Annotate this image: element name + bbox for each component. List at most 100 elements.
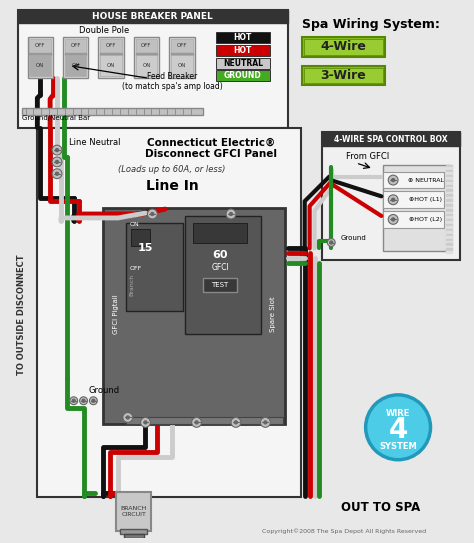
Bar <box>203 278 237 292</box>
Text: TO OUTSIDE DISCONNECT: TO OUTSIDE DISCONNECT <box>17 254 26 375</box>
Text: Connecticut Electric®: Connecticut Electric® <box>147 137 275 147</box>
Text: OUT TO SPA: OUT TO SPA <box>341 501 420 514</box>
Text: BRANCH
CIRCUIT: BRANCH CIRCUIT <box>120 507 147 517</box>
Text: Ground: Ground <box>341 235 367 241</box>
Bar <box>297 201 328 521</box>
Circle shape <box>261 418 270 427</box>
Circle shape <box>195 421 198 424</box>
Text: HOT: HOT <box>234 46 252 55</box>
Text: Line In: Line In <box>146 180 199 193</box>
Bar <box>446 243 452 247</box>
Bar <box>446 236 452 238</box>
Bar <box>116 492 151 532</box>
Text: 3-Wire: 3-Wire <box>320 69 366 82</box>
Circle shape <box>365 395 430 460</box>
Bar <box>216 71 270 81</box>
Circle shape <box>328 238 335 247</box>
Bar <box>100 53 122 55</box>
Circle shape <box>151 212 154 216</box>
Text: OFF: OFF <box>106 43 116 48</box>
Circle shape <box>90 397 97 405</box>
Bar <box>27 37 53 78</box>
Bar <box>446 180 452 182</box>
Bar <box>192 223 246 243</box>
Bar <box>136 55 157 77</box>
Circle shape <box>388 214 398 224</box>
Bar <box>126 223 183 311</box>
Text: ON: ON <box>107 63 115 68</box>
Bar <box>446 212 452 214</box>
Bar <box>446 167 452 170</box>
Text: Ground: Ground <box>89 387 119 395</box>
Bar <box>302 37 385 56</box>
Bar <box>297 520 464 523</box>
Bar <box>297 492 464 496</box>
Bar <box>446 187 452 190</box>
Bar <box>8 123 12 496</box>
Circle shape <box>264 421 267 424</box>
Bar <box>383 165 450 251</box>
Bar <box>446 214 452 217</box>
Bar <box>446 226 452 229</box>
Bar <box>383 172 444 188</box>
Circle shape <box>392 218 395 221</box>
Bar <box>383 211 444 228</box>
Circle shape <box>330 241 333 244</box>
Bar <box>446 229 452 232</box>
Bar <box>126 418 283 424</box>
Bar <box>446 233 452 237</box>
Circle shape <box>55 149 58 151</box>
Bar <box>446 209 452 212</box>
Circle shape <box>229 212 232 216</box>
Circle shape <box>80 397 88 405</box>
Bar <box>297 492 464 523</box>
Bar <box>446 248 452 251</box>
Circle shape <box>231 418 241 427</box>
Bar <box>322 132 460 260</box>
Circle shape <box>52 157 62 167</box>
Bar <box>304 67 383 83</box>
Bar <box>169 37 195 78</box>
Text: Branch: Branch <box>130 274 135 296</box>
Text: (Loads up to 60A, or less): (Loads up to 60A, or less) <box>118 165 226 174</box>
Text: HOT: HOT <box>234 33 252 42</box>
Text: OFF: OFF <box>35 43 46 48</box>
Circle shape <box>147 209 157 219</box>
Bar <box>446 219 452 222</box>
Bar <box>446 231 452 233</box>
Text: From GFCI: From GFCI <box>346 151 389 161</box>
Bar <box>446 201 452 204</box>
Circle shape <box>52 145 62 155</box>
Bar <box>446 217 452 219</box>
Bar <box>446 207 452 209</box>
Circle shape <box>226 209 236 219</box>
Bar <box>324 201 328 521</box>
Bar <box>446 175 452 178</box>
Circle shape <box>92 399 95 402</box>
Bar <box>446 192 452 194</box>
Bar <box>185 216 262 334</box>
Text: OFF: OFF <box>141 43 152 48</box>
Bar <box>171 55 192 77</box>
Text: 15: 15 <box>138 243 153 254</box>
Bar <box>65 55 86 77</box>
Text: ON: ON <box>36 63 45 68</box>
Text: ON: ON <box>178 63 186 68</box>
Text: TEST: TEST <box>211 282 229 288</box>
Text: Disconnect GFCI Panel: Disconnect GFCI Panel <box>146 149 277 159</box>
Text: WIRE: WIRE <box>386 409 410 418</box>
Text: 60: 60 <box>212 250 228 260</box>
Circle shape <box>55 160 58 163</box>
Bar <box>446 251 452 254</box>
Bar <box>131 229 150 247</box>
Bar <box>322 132 460 146</box>
Bar <box>171 39 192 53</box>
Bar <box>29 39 51 53</box>
Circle shape <box>55 172 58 175</box>
Bar <box>18 10 288 23</box>
Text: Spa Wiring System:: Spa Wiring System: <box>302 18 439 31</box>
Bar <box>446 222 452 224</box>
Bar <box>216 45 270 56</box>
Text: ⊕ NEUTRAL: ⊕ NEUTRAL <box>408 178 444 182</box>
Text: GFCI Pigtail: GFCI Pigtail <box>113 294 119 334</box>
